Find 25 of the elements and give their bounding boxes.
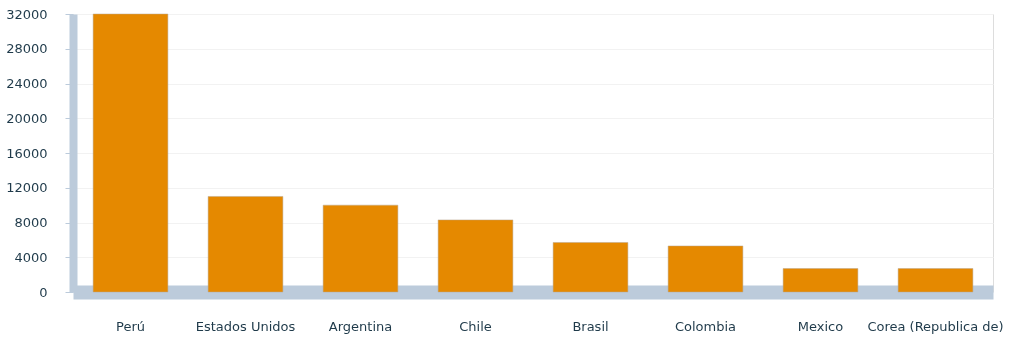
- x-tick-label: Argentina: [328, 318, 393, 334]
- bar: [437, 219, 514, 293]
- bar: [897, 268, 974, 293]
- x-tick-label: Perú: [116, 318, 145, 334]
- y-tick-label: 16000: [6, 145, 48, 161]
- y-tick-label: 0: [39, 284, 48, 300]
- y-tick-label: 12000: [6, 180, 48, 196]
- y-tick-label: 4000: [14, 249, 48, 265]
- x-tick-label: Brasil: [572, 318, 609, 334]
- y-tick-label: 32000: [6, 6, 48, 22]
- y-tick-label: 28000: [6, 41, 48, 57]
- bar: [207, 196, 284, 293]
- x-tick-label: Estados Unidos: [195, 318, 296, 334]
- y-tick-label: 8000: [14, 215, 48, 230]
- x-tick-label: Corea (Republica de): [867, 318, 1004, 334]
- y-tick-label: 20000: [6, 110, 48, 126]
- x-tick-label: Mexico: [797, 318, 844, 334]
- y-tick-label: 24000: [6, 76, 48, 91]
- x-tick-label: Chile: [459, 318, 492, 334]
- bar: [782, 268, 859, 293]
- bar: [667, 245, 744, 293]
- bar: [322, 204, 399, 293]
- bar: [552, 242, 629, 293]
- bar: [92, 13, 169, 293]
- x-tick-label: Colombia: [674, 318, 737, 334]
